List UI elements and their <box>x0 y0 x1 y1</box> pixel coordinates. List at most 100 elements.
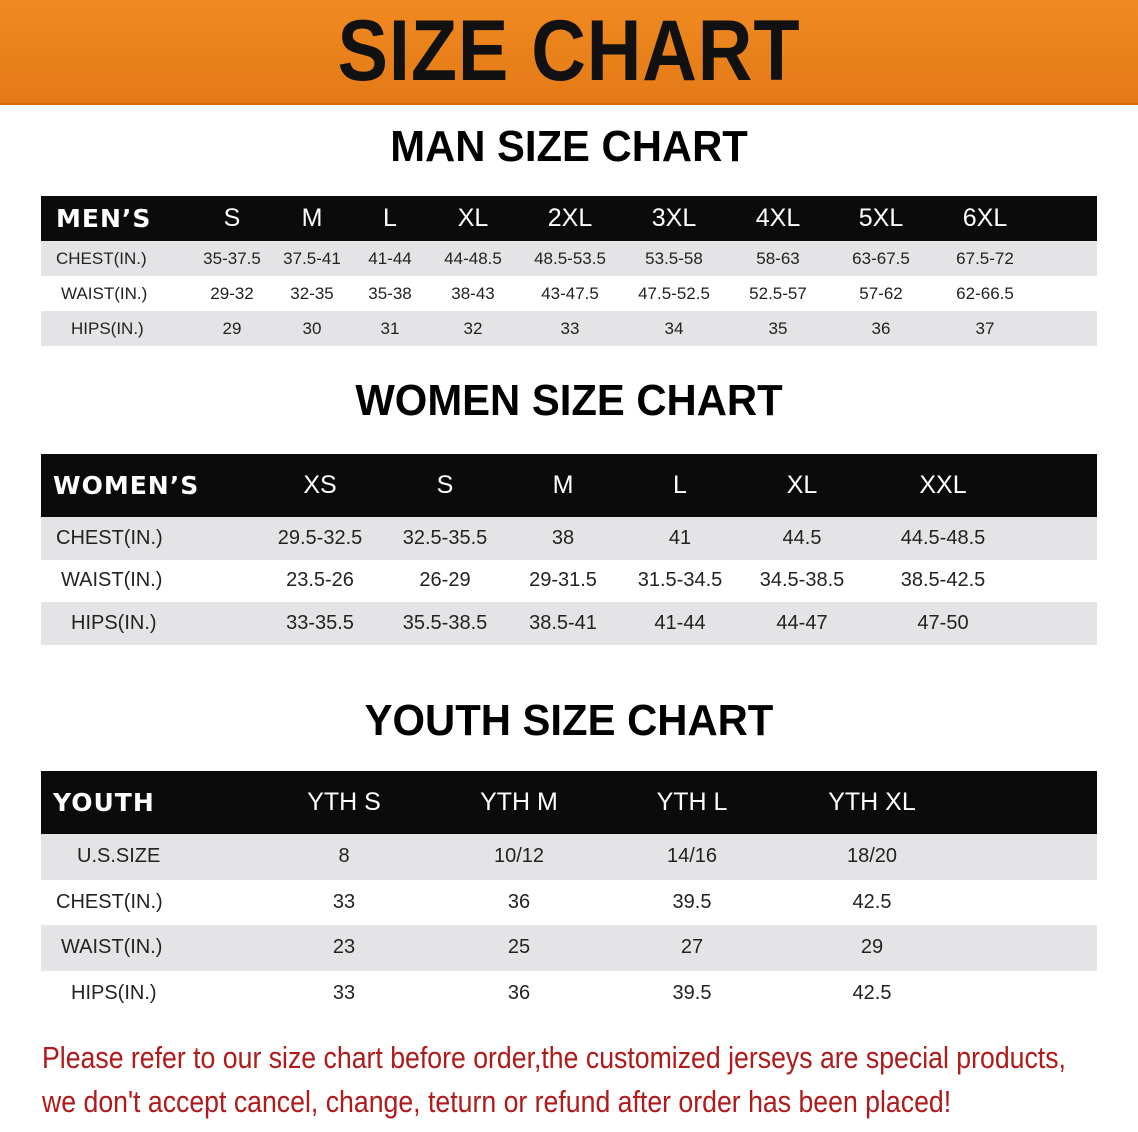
size-value: 23.5-26 <box>286 569 354 592</box>
size-value: 32 <box>463 318 483 338</box>
measurement-label: WAIST(IN.) <box>61 936 163 959</box>
size-value: 29-32 <box>210 283 254 303</box>
size-value: 44-47 <box>776 611 828 634</box>
size-value: 31.5-34.5 <box>637 569 723 592</box>
size-value: 41 <box>668 526 692 549</box>
table-header-row: MEN’S S M L XL 2XL 3XL 4XL 5XL 6XL <box>41 196 1097 241</box>
size-value: 33 <box>560 318 580 338</box>
size-header: M <box>301 204 323 232</box>
size-value: 8 <box>338 845 350 868</box>
measurement-label: HIPS(IN.) <box>71 318 144 338</box>
size-value: 47.5-52.5 <box>638 283 710 303</box>
size-value: 32.5-35.5 <box>402 526 488 549</box>
size-value: 18/20 <box>846 845 898 868</box>
women-section-title: WOMEN SIZE CHART <box>355 376 783 425</box>
table-header-row: WOMEN’S XS S M L XL XXL <box>41 454 1097 517</box>
size-value: 57-62 <box>859 283 903 303</box>
note-line: Please refer to our size chart before or… <box>42 1040 1066 1075</box>
size-value: 44.5-48.5 <box>900 526 986 549</box>
table-row: HIPS(IN.) 33 36 39.5 42.5 <box>41 970 1097 1016</box>
size-value: 39.5 <box>672 890 712 913</box>
size-value: 62-66.5 <box>956 283 1014 303</box>
size-header: S <box>436 471 454 499</box>
size-value: 30 <box>302 318 322 338</box>
size-value: 38 <box>551 526 575 549</box>
table-title: MEN’S <box>56 204 152 233</box>
size-header: 4XL <box>755 204 801 232</box>
order-note: Please refer to our size chart before or… <box>42 1036 1126 1124</box>
measurement-label: HIPS(IN.) <box>71 611 157 634</box>
size-header: YTH XL <box>828 788 916 816</box>
measurement-label: WAIST(IN.) <box>61 569 163 592</box>
size-value: 42.5 <box>852 981 892 1004</box>
table-title: YOUTH <box>53 788 155 817</box>
size-value: 39.5 <box>672 981 712 1004</box>
size-header: 6XL <box>962 204 1008 232</box>
size-value: 58-63 <box>756 248 800 268</box>
size-value: 38-43 <box>451 283 495 303</box>
size-value: 33 <box>332 981 356 1004</box>
size-header: XXL <box>919 471 967 499</box>
size-header: L <box>383 204 397 232</box>
size-value: 35 <box>768 318 788 338</box>
table-row: WAIST(IN.) 23.5-26 26-29 29-31.5 31.5-34.5 34… <box>41 559 1097 602</box>
size-value: 42.5 <box>852 890 892 913</box>
size-value: 41-44 <box>654 611 706 634</box>
size-value: 44.5 <box>782 526 822 549</box>
size-header: XL <box>457 204 489 232</box>
size-value: 14/16 <box>666 845 718 868</box>
size-value: 53.5-58 <box>645 248 703 268</box>
table-row: HIPS(IN.) 29 30 31 32 33 34 35 36 37 <box>41 311 1097 346</box>
size-value: 37.5-41 <box>283 248 341 268</box>
size-value: 37 <box>975 318 995 338</box>
size-value: 29.5-32.5 <box>277 526 363 549</box>
size-value: 23 <box>332 936 356 959</box>
measurement-label: CHEST(IN.) <box>56 526 163 549</box>
youth-section-title: YOUTH SIZE CHART <box>364 696 774 745</box>
size-value: 26-29 <box>419 569 471 592</box>
size-header: M <box>552 471 574 499</box>
size-value: 34.5-38.5 <box>759 569 845 592</box>
size-header: XL <box>786 471 818 499</box>
size-value: 33 <box>332 890 356 913</box>
size-value: 67.5-72 <box>956 248 1014 268</box>
size-header: YTH M <box>480 788 558 816</box>
measurement-label: HIPS(IN.) <box>71 981 157 1004</box>
size-value: 52.5-57 <box>749 283 807 303</box>
size-header: L <box>673 471 687 499</box>
banner-title: SIZE CHART <box>337 3 801 99</box>
table-row: WAIST(IN.) 29-32 32-35 35-38 38-43 43-47.5 47.… <box>41 276 1097 311</box>
size-value: 36 <box>507 981 531 1004</box>
note-line: we don't accept cancel, change, teturn o… <box>42 1084 952 1119</box>
size-header: YTH S <box>307 788 381 816</box>
table-header-row: YOUTH YTH S YTH M YTH L YTH XL <box>41 771 1097 834</box>
size-value: 35.5-38.5 <box>402 611 488 634</box>
measurement-label: CHEST(IN.) <box>56 890 163 913</box>
size-value: 44-48.5 <box>444 248 502 268</box>
table-row: CHEST(IN.) 33 36 39.5 42.5 <box>41 879 1097 925</box>
measurement-label: WAIST(IN.) <box>61 283 148 303</box>
size-value: 36 <box>871 318 891 338</box>
size-value: 36 <box>507 890 531 913</box>
banner: SIZE CHART <box>0 0 1138 105</box>
size-value: 35-38 <box>368 283 412 303</box>
men-section-title: MAN SIZE CHART <box>390 122 748 171</box>
table-row: U.S.SIZE 8 10/12 14/16 18/20 <box>41 834 1097 880</box>
table-row: HIPS(IN.) 33-35.5 35.5-38.5 38.5-41 41-44 44-… <box>41 602 1097 645</box>
size-header: 3XL <box>651 204 697 232</box>
measurement-label: CHEST(IN.) <box>56 248 147 268</box>
size-value: 27 <box>680 936 704 959</box>
size-value: 47-50 <box>917 611 969 634</box>
size-header: S <box>223 204 241 232</box>
size-value: 33-35.5 <box>286 611 354 634</box>
size-value: 43-47.5 <box>541 283 599 303</box>
size-value: 29 <box>222 318 242 338</box>
size-value: 31 <box>380 318 400 338</box>
size-value: 29-31.5 <box>529 569 597 592</box>
table-row: CHEST(IN.) 35-37.5 37.5-41 41-44 44-48.5 48.5… <box>41 241 1097 276</box>
size-value: 34 <box>664 318 684 338</box>
measurement-label: U.S.SIZE <box>77 845 161 868</box>
size-value: 63-67.5 <box>852 248 910 268</box>
size-value: 32-35 <box>290 283 334 303</box>
